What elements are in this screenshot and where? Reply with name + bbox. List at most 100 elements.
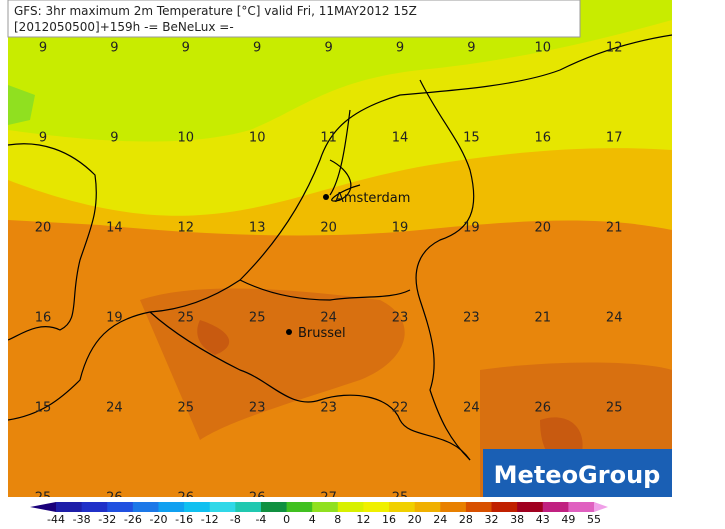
grid-value: 24 (606, 311, 623, 326)
grid-value: 26 (178, 491, 195, 506)
city-label: Brussel (298, 326, 346, 341)
grid-value: 20 (535, 221, 552, 236)
grid-value: 25 (178, 311, 195, 326)
grid-value: 23 (463, 311, 480, 326)
colorbar-label: 55 (587, 513, 601, 525)
colorbar-segment (465, 502, 493, 512)
grid-value: 19 (463, 221, 480, 236)
grid-value: 24 (320, 311, 337, 326)
grid-value: 10 (178, 131, 195, 146)
grid-value: 26 (249, 491, 266, 506)
colorbar-label: -16 (175, 513, 193, 525)
grid-value: 25 (606, 401, 623, 416)
grid-value: 20 (320, 221, 337, 236)
colorbar-label: -20 (149, 513, 167, 525)
grid-value: 25 (178, 401, 195, 416)
grid-value: 17 (606, 131, 623, 146)
city-dot (286, 329, 292, 335)
colorbar-label: 4 (309, 513, 316, 525)
header-line: GFS: 3hr maximum 2m Temperature [°C] val… (14, 4, 417, 18)
colorbar-segment (517, 502, 544, 512)
grid-value: 23 (249, 401, 266, 416)
colorbar-segment (312, 502, 339, 512)
grid-value: 26 (535, 401, 552, 416)
colorbar-label: -12 (201, 513, 219, 525)
city-label: Amsterdam (335, 191, 410, 206)
logo: MeteoGroup (494, 461, 661, 489)
grid-value: 9 (467, 41, 475, 56)
grid-value: 19 (106, 311, 123, 326)
grid-value: 25 (392, 491, 409, 506)
grid-value: 19 (392, 221, 409, 236)
colorbar-segment (260, 502, 288, 512)
colorbar-label: 32 (485, 513, 499, 525)
grid-value: 9 (253, 41, 261, 56)
grid-value: 22 (392, 401, 409, 416)
grid-value: 12 (178, 221, 195, 236)
grid-value: 23 (320, 401, 337, 416)
grid-value: 24 (106, 401, 123, 416)
grid-value: 13 (249, 221, 266, 236)
colorbar-label: 49 (561, 513, 575, 525)
colorbar-segment (81, 502, 108, 512)
grid-value: 9 (39, 41, 47, 56)
colorbar-label: 24 (433, 513, 447, 525)
grid-value: 16 (35, 311, 52, 326)
colorbar-segment (363, 502, 390, 512)
colorbar-label: 0 (283, 513, 290, 525)
grid-value: 9 (324, 41, 332, 56)
grid-value: 9 (182, 41, 190, 56)
colorbar-segment (184, 502, 211, 512)
grid-value: 14 (106, 221, 123, 236)
grid-value: 23 (392, 311, 409, 326)
colorbar-label: -32 (98, 513, 116, 525)
colorbar-label: 12 (356, 513, 370, 525)
grid-value: 9 (396, 41, 404, 56)
grid-value: 15 (463, 131, 480, 146)
colorbar-label: -4 (255, 513, 266, 525)
colorbar-segment (158, 502, 185, 512)
grid-value: 11 (320, 131, 337, 146)
grid-value: 21 (606, 221, 623, 236)
colorbar-segment (107, 502, 134, 512)
grid-value: 21 (535, 311, 552, 326)
grid-value: 20 (35, 221, 52, 236)
header-box (7, 0, 581, 38)
colorbar-segment (286, 502, 313, 512)
colorbar-label: -38 (73, 513, 91, 525)
colorbar-end (30, 502, 56, 512)
grid-value: 15 (35, 401, 52, 416)
grid-value: 10 (249, 131, 266, 146)
colorbar-segment (235, 502, 262, 512)
colorbar-label: 38 (510, 513, 524, 525)
colorbar-label: 16 (382, 513, 396, 525)
colorbar-label: -26 (124, 513, 142, 525)
grid-value: 9 (110, 41, 118, 56)
colorbar-segment (568, 502, 595, 512)
grid-value: 25 (35, 491, 52, 506)
colorbar-segment (56, 502, 83, 512)
colorbar-label: 20 (408, 513, 422, 525)
colorbar-label: 8 (334, 513, 341, 525)
colorbar-label: -44 (47, 513, 65, 525)
header-line: [2012050500]+159h -= BeNeLux =- (14, 20, 234, 34)
colorbar-segment (414, 502, 441, 512)
colorbar-label: -8 (230, 513, 241, 525)
grid-value: 9 (39, 131, 47, 146)
colorbar-segment (337, 502, 364, 512)
colorbar-segment (209, 502, 236, 512)
grid-value: 12 (606, 41, 623, 56)
city-dot (323, 194, 329, 200)
grid-value: 10 (535, 41, 552, 56)
grid-value: 9 (110, 131, 118, 146)
colorbar-segment (542, 502, 569, 512)
grid-values: 9 9 9 9 9 9 9 10 12 9 9 10 10 11 14 15 16 17 20 14 12 13 20 19 1… (35, 41, 623, 506)
temperature-field (8, 0, 672, 497)
colorbar-label: 43 (536, 513, 550, 525)
colorbar-label: 28 (459, 513, 473, 525)
logo-box (483, 449, 672, 497)
grid-value: 25 (249, 311, 266, 326)
colorbar-segment (389, 502, 416, 512)
grid-value: 14 (392, 131, 409, 146)
